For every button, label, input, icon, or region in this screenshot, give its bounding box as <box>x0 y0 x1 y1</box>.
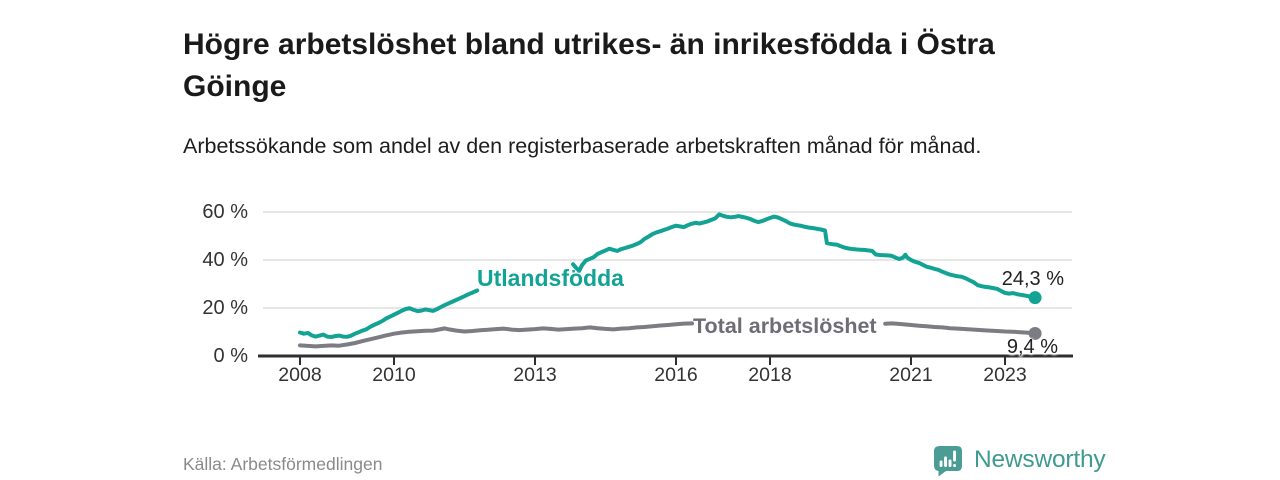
series-line-0-seg-1 <box>571 212 1038 300</box>
series-line-1-seg-1 <box>883 321 1038 336</box>
x-tick-label-2023: 2023 <box>983 364 1027 386</box>
x-tick-label-2010: 2010 <box>372 364 416 386</box>
y-tick-label-0: 0 % <box>213 345 248 367</box>
series-label-total-arbetsloshet: Total arbetslöshet <box>693 314 877 338</box>
chart-subtitle: Arbetssökande som andel av den registerb… <box>183 133 982 158</box>
end-dot-series-0 <box>1028 291 1042 305</box>
x-tick-label-2021: 2021 <box>889 364 933 386</box>
series-line-0-seg-0 <box>298 288 480 339</box>
y-tick-label-60: 60 % <box>202 201 248 223</box>
brand-logo[interactable]: Newsworthy <box>931 443 1106 477</box>
plot-area <box>258 211 1073 365</box>
series-label-utlandsfodda: Utlandsfödda <box>477 265 624 291</box>
end-dot-series-1 <box>1028 326 1042 340</box>
x-tick-label-2018: 2018 <box>748 364 792 386</box>
newsworthy-icon <box>934 446 962 477</box>
y-tick-label-20: 20 % <box>202 297 248 319</box>
x-tick-label-2016: 2016 <box>654 364 698 386</box>
end-value-label-total: 9,4 % <box>1006 336 1058 358</box>
page-title: Högre arbetslöshet bland utrikes- än inr… <box>183 28 995 104</box>
source-note: Källa: Arbetsförmedlingen <box>183 454 383 474</box>
x-tick-label-2008: 2008 <box>278 364 322 386</box>
x-tick-label-2013: 2013 <box>513 364 557 386</box>
y-tick-label-40: 40 % <box>202 249 248 271</box>
series-line-1-seg-0 <box>298 321 694 349</box>
brand-name: Newsworthy <box>974 446 1106 473</box>
end-value-label-utlandsfodda: 24,3 % <box>1001 268 1064 290</box>
